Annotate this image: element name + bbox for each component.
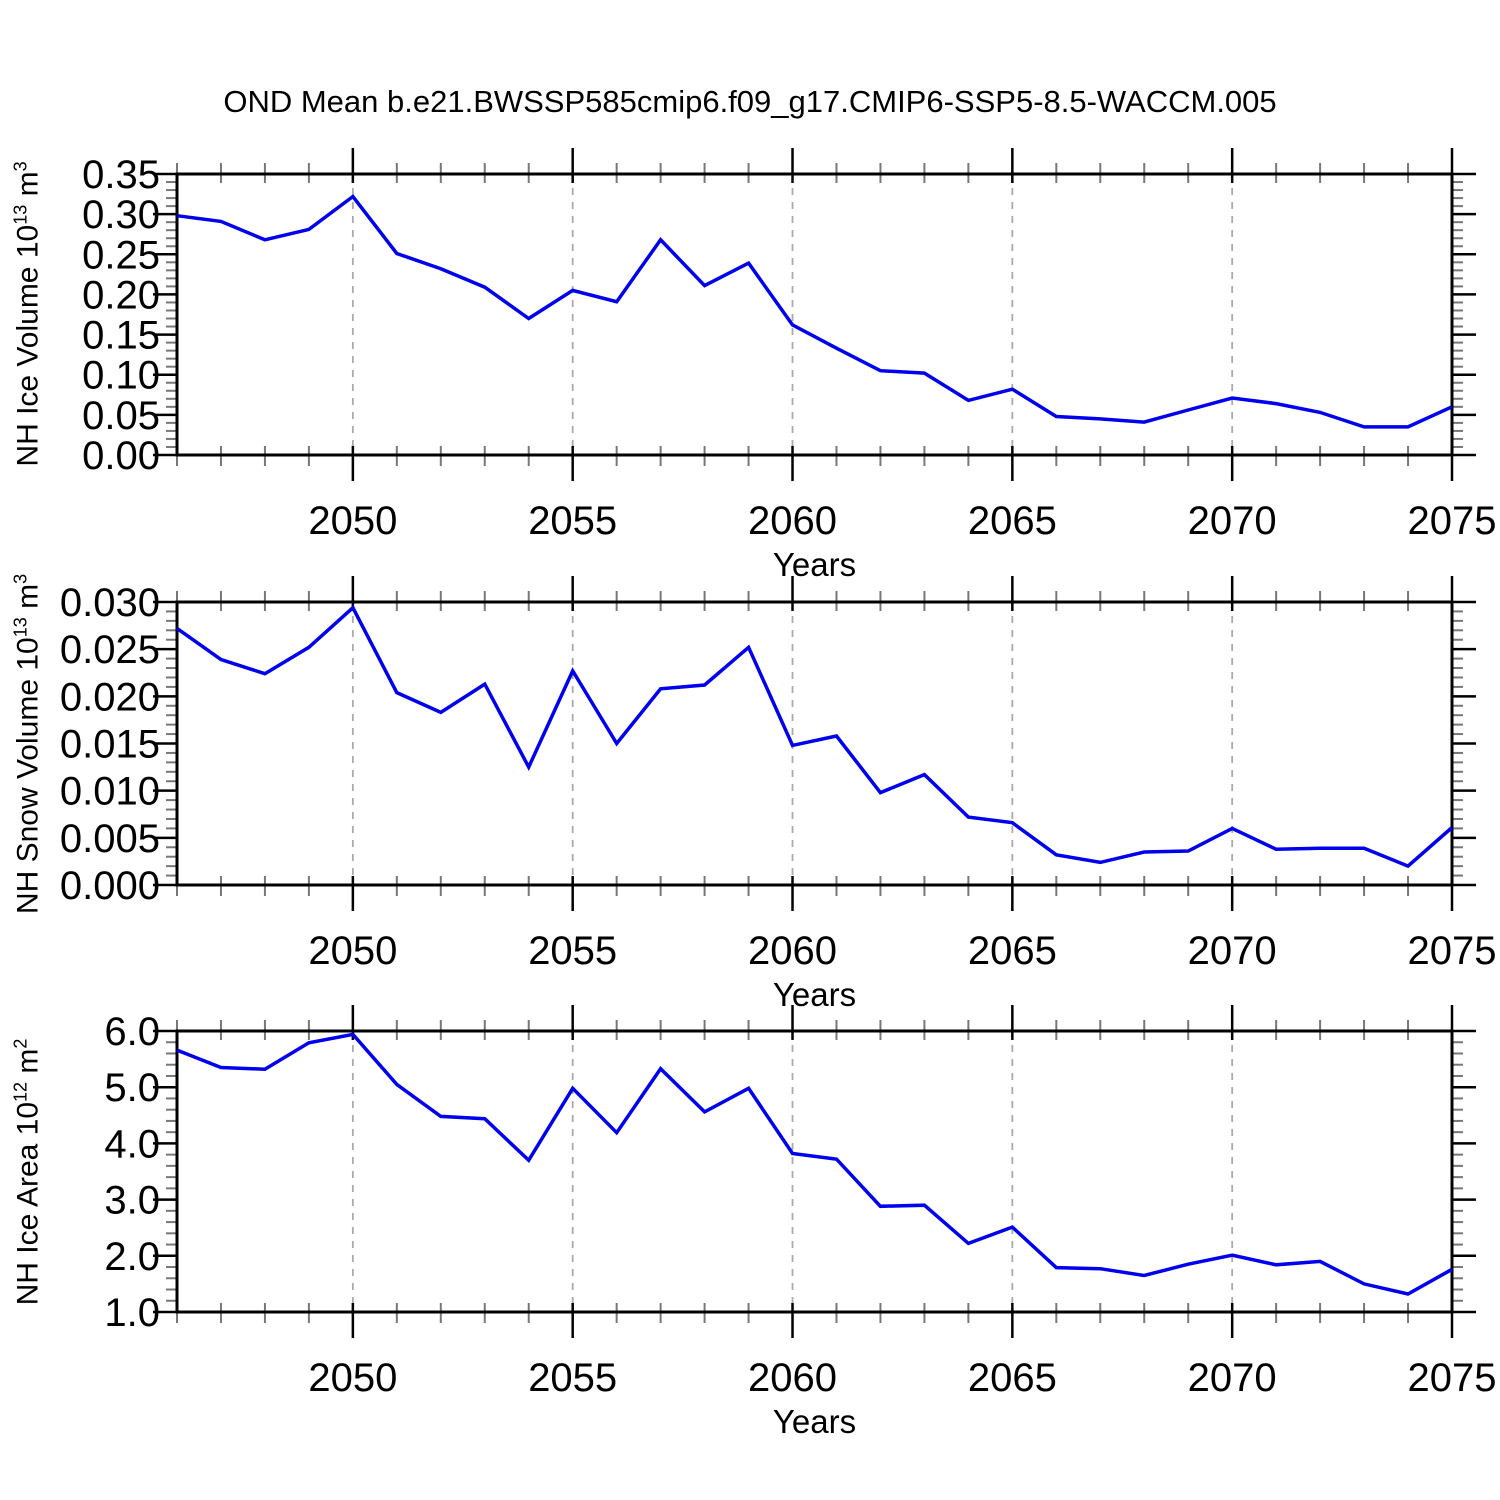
y-tick-label: 0.010 (60, 770, 160, 814)
x-tick-label: 2055 (528, 499, 617, 543)
x-axis-title-panel-2: Years (772, 976, 857, 1013)
x-tick-label: 2060 (748, 929, 837, 973)
y-axis-label-text: NH Ice Area 10 (11, 1101, 45, 1306)
x-tick-label: 2065 (968, 499, 1057, 543)
panel-frame (175, 172, 1454, 457)
y-axis-label-unit: m (11, 583, 45, 618)
x-tick-label: 2050 (308, 499, 397, 543)
y-axis-label-unit-exponent: 2 (10, 1038, 31, 1049)
y-tick-label: 0.005 (60, 817, 160, 861)
y-tick-label: 0.000 (60, 864, 160, 908)
y-tick-label: 0.35 (82, 153, 160, 197)
y-axis-label-text: NH Snow Volume 10 (11, 637, 45, 915)
y-tick-label: 0.20 (82, 273, 160, 317)
panel-nh-ice-volume: 0.000.050.100.150.200.250.300.35 2050 2055… (82, 148, 1496, 543)
y-ticks (153, 1029, 1476, 1314)
x-tick-label: 2065 (968, 1356, 1057, 1400)
x-tick-label: 2055 (528, 1356, 617, 1400)
chart-title: OND Mean b.e21.BWSSP585cmip6.f09_g17.CMI… (223, 84, 1277, 119)
y-axis-label-nh-snow-volume: NH Snow Volume 1013 m3 (11, 574, 46, 914)
x-tick-label: 2070 (1188, 1356, 1277, 1400)
x-tick-label: 2070 (1188, 929, 1277, 973)
x-tick-label: 2050 (308, 929, 397, 973)
y-tick-label: 0.10 (82, 354, 160, 398)
y-tick-label: 0.030 (60, 581, 160, 625)
x-ticks (176, 148, 1454, 481)
x-ticks (176, 576, 1454, 911)
x-tick-label: 2070 (1188, 499, 1277, 543)
y-tick-label: 0.015 (60, 723, 160, 767)
y-tick-label: 0.05 (82, 394, 160, 438)
x-tick-label: 2065 (968, 929, 1057, 973)
panel-frame (175, 1029, 1454, 1314)
x-axis-title-panel-1: Years (772, 546, 857, 583)
y-tick-label: 0.25 (82, 233, 160, 277)
x-tick-label: 2075 (1408, 499, 1497, 543)
y-tick-label: 0.15 (82, 314, 160, 358)
y-axis-label-exponent: 13 (10, 617, 31, 638)
y-axis-label-nh-ice-volume: NH Ice Volume 1013 m3 (11, 161, 46, 466)
y-tick-label: 0.025 (60, 628, 160, 672)
y-axis-label-unit-exponent: 3 (10, 161, 31, 172)
y-tick-label: 6.0 (104, 1010, 160, 1054)
y-tick-label: 5.0 (104, 1066, 160, 1110)
y-tick-label: 3.0 (104, 1179, 160, 1223)
y-axis-label-exponent: 12 (10, 1081, 31, 1102)
series-line-nh-ice-area (176, 1032, 1453, 1296)
y-tick-label: 1.0 (104, 1291, 160, 1335)
x-tick-label: 2075 (1408, 1356, 1497, 1400)
panel-nh-ice-area: 1.0 2.0 3.0 4.0 5.0 6.0 2050 2055 2060 2065 2070 20… (104, 1005, 1496, 1400)
panel-frame (175, 600, 1454, 887)
y-tick-label: 0.020 (60, 675, 160, 719)
series-line-nh-ice-volume (176, 194, 1453, 429)
y-axis-label-exponent: 13 (10, 204, 31, 225)
y-ticks (153, 600, 1476, 887)
y-axis-label-unit: m (11, 1048, 45, 1082)
x-tick-label: 2060 (748, 1356, 837, 1400)
x-tick-label: 2075 (1408, 929, 1497, 973)
y-tick-label: 0.00 (82, 434, 160, 478)
x-ticks (176, 1005, 1454, 1338)
y-tick-label: 2.0 (104, 1235, 160, 1279)
y-axis-label-unit: m (11, 171, 45, 205)
y-ticks (153, 172, 1476, 457)
y-axis-label-unit-exponent: 3 (10, 573, 31, 584)
x-tick-label: 2055 (528, 929, 617, 973)
x-axis-title-panel-3: Years (772, 1403, 857, 1440)
y-axis-label-text: NH Ice Volume 10 (11, 224, 45, 467)
x-tick-label: 2050 (308, 1356, 397, 1400)
y-axis-label-nh-ice-area: NH Ice Area 1012 m2 (11, 1039, 46, 1306)
x-tick-label: 2060 (748, 499, 837, 543)
series-line-nh-snow-volume (175, 604, 1454, 869)
y-tick-label: 0.30 (82, 193, 160, 237)
y-tick-label: 4.0 (104, 1122, 160, 1166)
